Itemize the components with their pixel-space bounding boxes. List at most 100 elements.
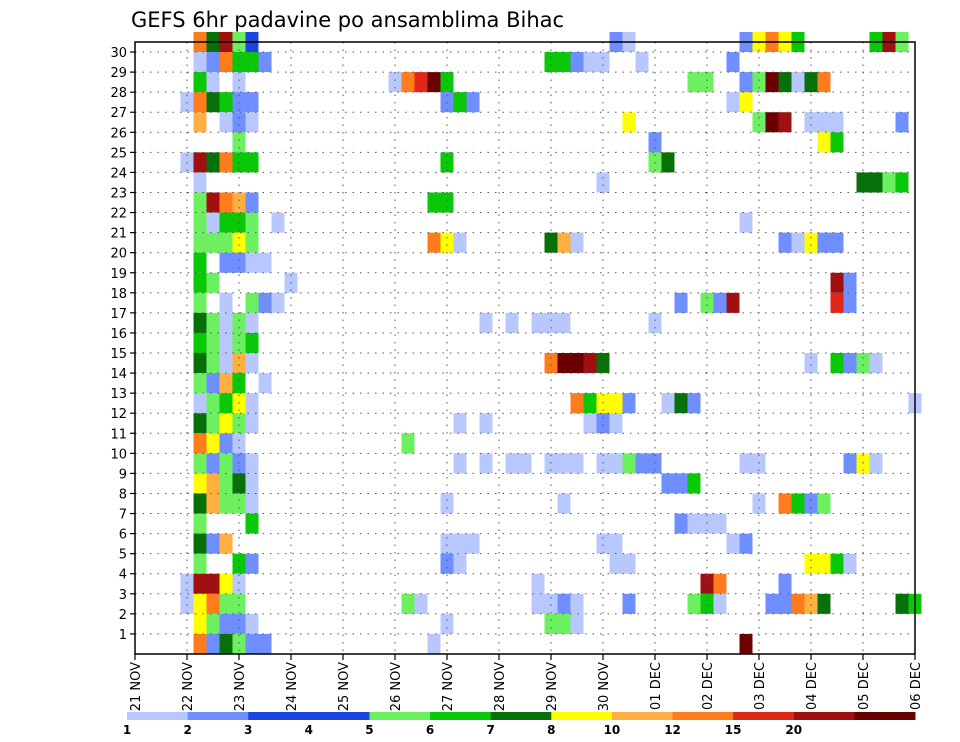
heatmap-cell: [258, 52, 272, 73]
heatmap-cell: [219, 433, 233, 454]
heatmap-cell: [570, 52, 584, 73]
heatmap-cell: [778, 573, 792, 594]
heatmap-cell: [557, 52, 571, 73]
y-tick-label: 17: [110, 307, 127, 322]
heatmap-cell: [830, 112, 844, 133]
heatmap-cell: [219, 453, 233, 474]
heatmap-cell: [453, 453, 467, 474]
heatmap-cell: [726, 292, 740, 313]
heatmap-cell: [245, 473, 259, 494]
heatmap-cell: [245, 332, 259, 354]
heatmap-cell: [778, 72, 792, 93]
heatmap-cell: [778, 493, 792, 514]
heatmap-cell: [622, 593, 636, 614]
heatmap-cell: [817, 493, 831, 514]
heatmap-cell: [869, 353, 883, 374]
heatmap-cell: [245, 413, 259, 434]
heatmap-cell: [245, 152, 259, 173]
heatmap-cell: [882, 172, 896, 193]
heatmap-cell: [427, 633, 441, 654]
heatmap-cell: [596, 413, 610, 434]
heatmap-cell: [648, 312, 662, 333]
heatmap-cell: [596, 172, 610, 193]
heatmap-cell: [739, 72, 753, 93]
heatmap-cell: [219, 633, 233, 654]
legend-swatch: [187, 712, 249, 720]
heatmap-cell: [869, 172, 883, 193]
color-legend: 1 2 3 4 5 6 7 8 10 12 15 20: [123, 712, 916, 737]
y-tick-label: 5: [119, 548, 127, 563]
x-tick-label: 23 NOV: [233, 662, 248, 711]
heatmap-cell: [700, 513, 714, 534]
heatmap-cell: [791, 72, 805, 93]
heatmap-cell: [245, 353, 259, 374]
heatmap-cell: [206, 152, 220, 173]
heatmap-cell: [531, 573, 545, 594]
heatmap-cell: [531, 312, 545, 333]
legend-swatch: [430, 712, 492, 720]
heatmap-cell: [232, 493, 246, 514]
x-tick-label: 24 NOV: [285, 662, 300, 711]
heatmap-cell: [193, 172, 207, 193]
heatmap-cell: [505, 312, 519, 333]
heatmap-cell: [232, 232, 246, 253]
heatmap-cell: [895, 172, 909, 193]
heatmap-cell: [609, 413, 623, 434]
heatmap-cell: [622, 453, 636, 474]
legend-label: 10: [604, 723, 621, 737]
y-tick-label: 29: [110, 66, 127, 81]
heatmap-cell: [804, 553, 818, 574]
heatmap-cell: [713, 292, 727, 313]
y-tick-label: 24: [110, 166, 127, 181]
heatmap-cell: [830, 272, 844, 293]
heatmap-cell: [193, 493, 207, 514]
heatmap-cell: [609, 393, 623, 414]
heatmap-cell: [817, 553, 831, 574]
heatmap-cell: [622, 553, 636, 574]
heatmap-cell: [466, 533, 480, 554]
heatmap-cell: [648, 132, 662, 153]
heatmap-cell: [193, 573, 207, 594]
heatmap-cell: [219, 212, 233, 233]
heatmap-cell: [453, 232, 467, 253]
heatmap-cell: [219, 473, 233, 494]
heatmap-cell: [713, 593, 727, 614]
heatmap-cell: [583, 353, 597, 374]
heatmap-cell: [479, 453, 493, 474]
heatmap-cell: [193, 373, 207, 394]
heatmap-cell: [570, 453, 584, 474]
y-tick-label: 14: [110, 367, 127, 382]
legend-swatch: [490, 712, 552, 720]
heatmap-cell: [193, 92, 207, 113]
legend-label: 20: [785, 723, 802, 737]
heatmap-cell: [193, 633, 207, 654]
heatmap-cell: [245, 393, 259, 414]
legend-swatch: [611, 712, 674, 720]
heatmap-cell: [752, 493, 766, 514]
y-tick-label: 15: [110, 347, 127, 362]
heatmap-cell: [245, 232, 259, 253]
x-tick-label: 05 DEC: [857, 662, 872, 710]
heatmap-cell: [206, 332, 220, 354]
heatmap-cell: [206, 72, 220, 93]
heatmap-cell: [739, 92, 753, 113]
heatmap-cell: [791, 493, 805, 514]
heatmap-cell: [843, 292, 857, 313]
legend-label: 5: [365, 723, 373, 737]
heatmap-cell: [232, 192, 246, 213]
heatmap-cell: [726, 92, 740, 113]
heatmap-cell: [544, 353, 558, 374]
heatmap-cell: [245, 52, 259, 73]
heatmap-cell: [232, 312, 246, 333]
heatmap-cell: [700, 292, 714, 313]
heatmap-cell: [570, 232, 584, 253]
heatmap-cell: [232, 373, 246, 394]
heatmap-cell: [609, 553, 623, 574]
heatmap-cell: [180, 593, 194, 614]
heatmap-cell: [557, 593, 571, 614]
x-tick-label: 26 NOV: [389, 662, 404, 711]
heatmap-cell: [245, 633, 259, 654]
heatmap-cell: [180, 573, 194, 594]
heatmap-cell: [440, 613, 454, 634]
legend-label: 6: [426, 723, 434, 737]
